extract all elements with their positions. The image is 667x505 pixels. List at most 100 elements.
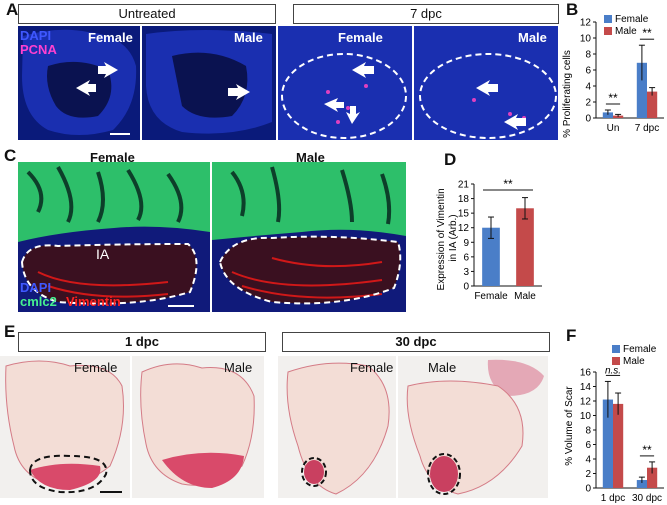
bar xyxy=(602,112,613,118)
bar xyxy=(647,467,658,488)
panel-label-c: C xyxy=(4,146,17,165)
y-tick-label: 2 xyxy=(585,469,591,480)
image-label-female: Female xyxy=(88,30,133,45)
bar xyxy=(602,399,613,488)
y-tick-label: 0 xyxy=(463,282,469,293)
y-tick-label: 10 xyxy=(580,411,592,422)
legend-swatch xyxy=(612,357,620,365)
significance-label: ** xyxy=(642,443,652,457)
x-tick-label: 1 dpc xyxy=(601,493,625,504)
y-tick-label: 21 xyxy=(458,180,470,191)
y-tick-label: 8 xyxy=(585,50,591,61)
significance-label: ** xyxy=(503,177,513,191)
chart-b-ylabel: % Proliferating cells xyxy=(562,50,573,138)
vimentin-image-female: IA DAPI cmlc2 Vimentin xyxy=(18,162,210,312)
heart-ia-female xyxy=(18,162,210,312)
bar xyxy=(613,403,624,488)
x-tick-label: 30 dpc xyxy=(632,493,662,504)
image-label-male: Male xyxy=(234,30,263,45)
panel-label-b: B xyxy=(566,0,579,19)
y-tick-label: 4 xyxy=(585,455,591,466)
legend-swatch xyxy=(604,27,612,35)
legend-label: Female xyxy=(623,344,657,355)
heart-section-7dpc-female xyxy=(278,26,412,140)
y-tick-label: 8 xyxy=(585,426,591,437)
y-tick-label: 10 xyxy=(580,34,592,45)
significance-label: ** xyxy=(642,26,652,40)
chart-d-ylabel: Expression of Vimentin in IA (Arb.) xyxy=(436,186,459,291)
pcna-image-7dpc-male: Male xyxy=(414,26,558,140)
x-tick-label: Female xyxy=(474,291,508,302)
heart-histology-30dpc-male xyxy=(406,359,544,495)
y-tick-label: 18 xyxy=(458,194,470,205)
y-tick-label: 6 xyxy=(585,66,591,77)
significance-label: ** xyxy=(608,91,618,105)
y-tick-label: 0 xyxy=(585,114,591,125)
y-tick-label: 16 xyxy=(580,368,592,379)
y-tick-label: 6 xyxy=(463,252,469,263)
y-tick-label: 12 xyxy=(580,18,592,29)
legend-swatch xyxy=(604,15,612,23)
e-label-female-30dpc: Female xyxy=(350,360,394,375)
chart-f-ylabel: % Volume of Scar xyxy=(564,386,575,466)
c-label-male: Male xyxy=(296,150,325,165)
chart-b: % Proliferating cells 0 2 4 6 8 10 12 Un ** 7 dpc… xyxy=(562,14,664,138)
bar xyxy=(636,480,647,488)
header-1dpc: 1 dpc xyxy=(18,332,266,352)
x-tick-label: 7 dpc xyxy=(635,123,659,134)
stain-label-cmlc2: cmlc2 xyxy=(20,294,57,309)
histology-30dpc-female: Female xyxy=(278,356,396,498)
panel-label-a: A xyxy=(6,0,19,19)
bar xyxy=(482,227,500,286)
vimentin-image-male xyxy=(212,162,406,312)
legend-label: Female xyxy=(615,14,649,25)
y-tick-label: 6 xyxy=(585,440,591,451)
chart-d-ylabel-line1: Expression of Vimentin xyxy=(436,188,447,290)
heart-section-untreated-male xyxy=(146,30,272,134)
pcna-image-untreated-female: DAPI PCNA Female xyxy=(18,26,140,140)
heart-section-7dpc-male xyxy=(414,26,558,140)
panel-label-e: E xyxy=(4,322,16,341)
e-label-male-1dpc: Male xyxy=(224,360,253,375)
chart-d: Expression of Vimentin in IA (Arb.) 0 3 6 9… xyxy=(436,177,542,302)
bar xyxy=(516,208,534,286)
header-30dpc: 30 dpc xyxy=(282,332,550,352)
y-tick-label: 3 xyxy=(463,267,469,278)
legend-label: Male xyxy=(623,356,645,367)
chart-d-ylabel-line2: in IA (Arb.) xyxy=(448,214,459,261)
heart-section-untreated-female xyxy=(22,29,137,135)
histology-1dpc-male: Male xyxy=(132,356,264,498)
stain-label-dapi: DAPI xyxy=(20,28,52,43)
ia-label: IA xyxy=(96,246,110,262)
histology-1dpc-female: Female xyxy=(0,356,130,498)
e-label-male-30dpc: Male xyxy=(428,360,457,375)
stain-label-pcna: PCNA xyxy=(20,42,57,57)
header-7dpc: 7 dpc xyxy=(293,4,559,24)
panel-label-d: D xyxy=(444,150,457,169)
y-tick-label: 12 xyxy=(458,223,470,234)
y-tick-label: 2 xyxy=(585,98,591,109)
y-tick-label: 12 xyxy=(580,397,592,408)
y-tick-label: 14 xyxy=(580,382,592,393)
bar xyxy=(636,62,647,118)
x-tick-label: Un xyxy=(607,123,620,134)
x-tick-label: Male xyxy=(514,291,536,302)
e-label-female-1dpc: Female xyxy=(74,360,118,375)
y-tick-label: 4 xyxy=(585,82,591,93)
heart-histology-1dpc-female xyxy=(5,360,124,494)
heart-histology-1dpc-male xyxy=(140,363,255,488)
legend-label: Male xyxy=(615,26,637,37)
image-label-female-7dpc: Female xyxy=(338,30,383,45)
heart-histology-30dpc-female xyxy=(286,362,390,495)
histology-30dpc-male: Male xyxy=(398,356,548,498)
pcna-image-7dpc-female: Female xyxy=(278,26,412,140)
panel-label-f: F xyxy=(566,326,577,345)
stain-label-vimentin: Vimentin xyxy=(66,294,121,309)
pcna-image-untreated-male: Male xyxy=(142,26,276,140)
chart-f: % Volume of Scar 0 2 4 6 8 10 12 14 16 1 dpc n.s. 3… xyxy=(564,344,664,504)
image-label-male-7dpc: Male xyxy=(518,30,547,45)
y-tick-label: 15 xyxy=(458,209,470,220)
y-tick-label: 0 xyxy=(585,484,591,495)
heart-ia-male xyxy=(212,162,406,312)
significance-label: n.s. xyxy=(605,365,621,376)
